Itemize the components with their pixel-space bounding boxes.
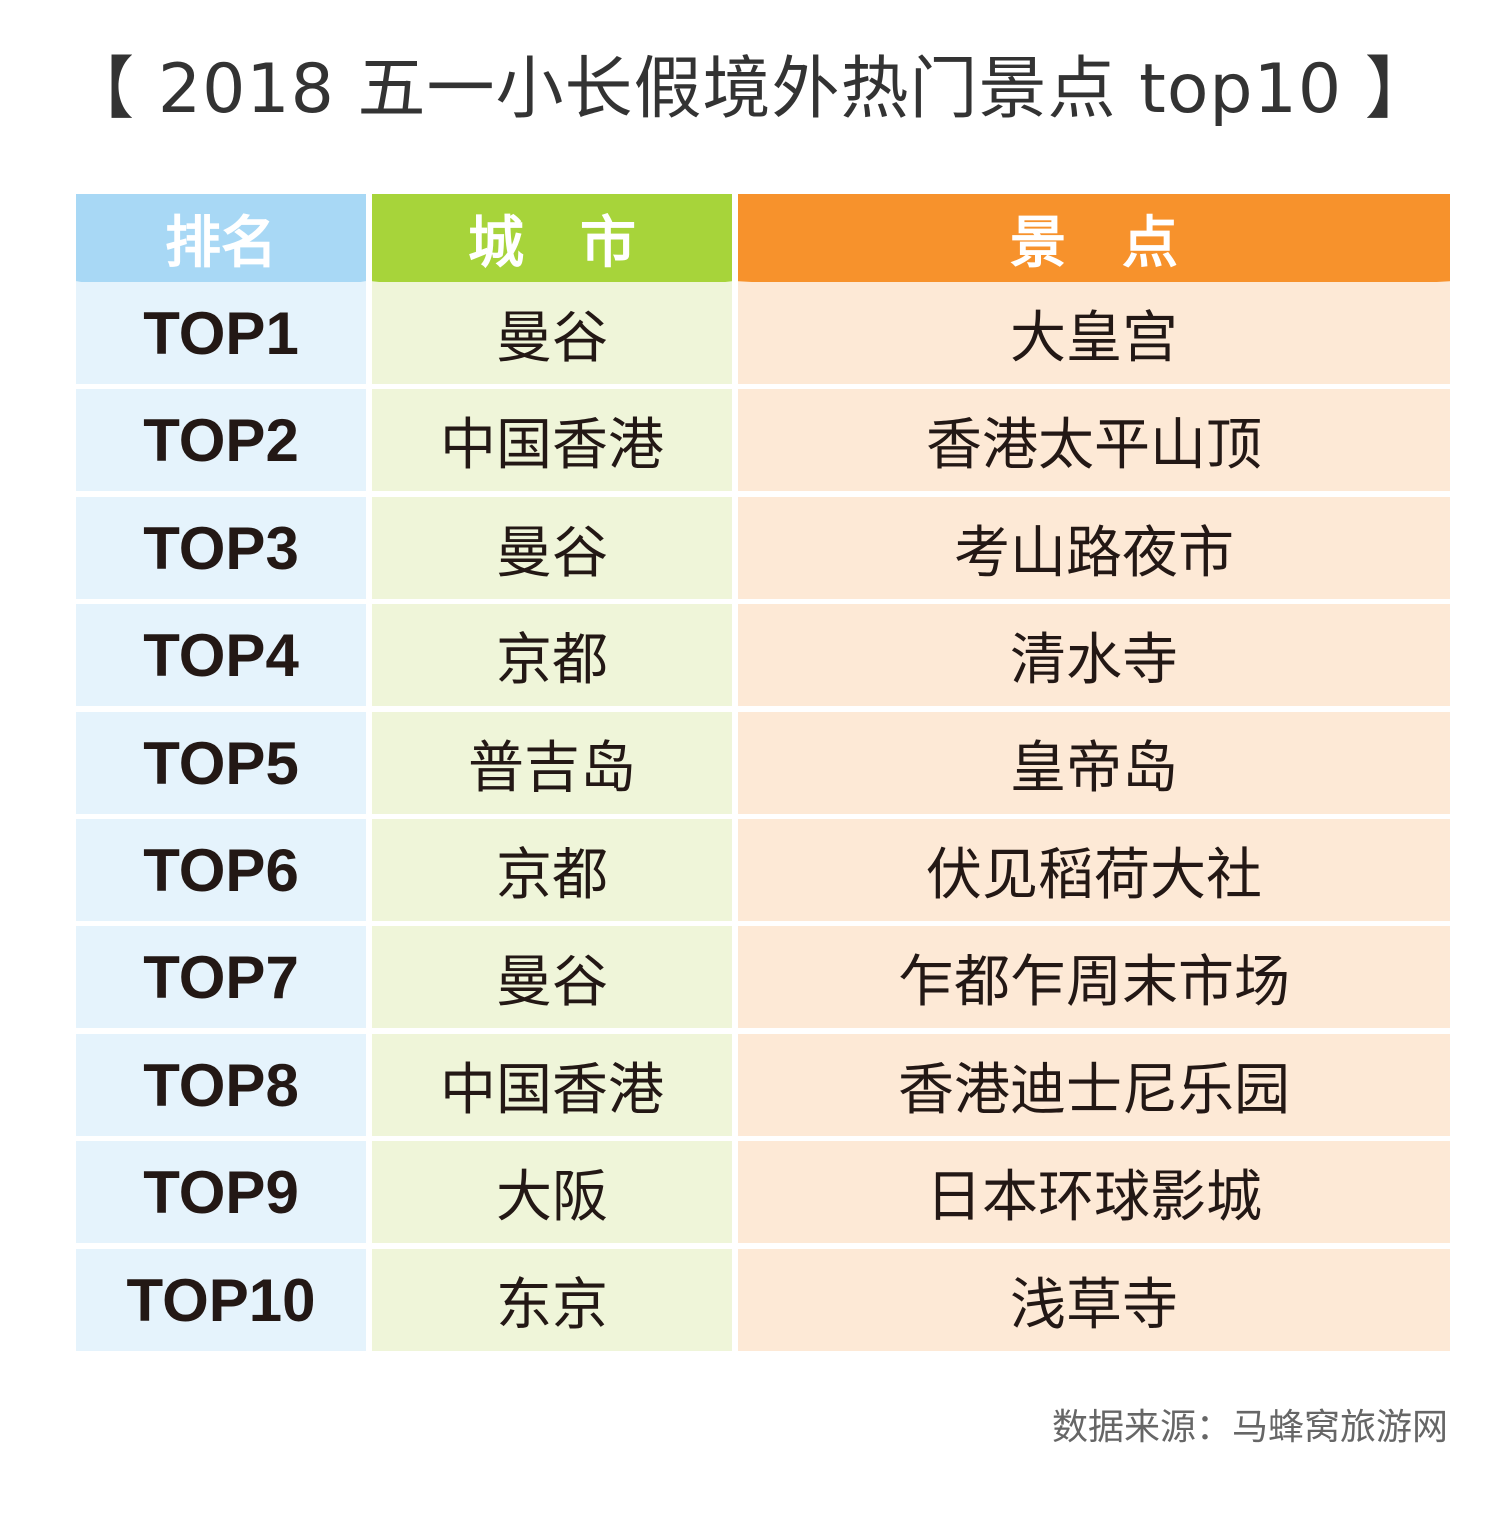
spot-cell: 浅草寺	[738, 1249, 1450, 1351]
city-cell: 京都	[372, 819, 732, 921]
spot-cell: 日本环球影城	[738, 1141, 1450, 1243]
spot-cell: 大皇宫	[738, 282, 1450, 384]
city-header-label: 城 市	[468, 211, 636, 276]
spot-cell: 乍都乍周末市场	[738, 926, 1450, 1028]
city-header: 城 市	[372, 194, 732, 298]
spot-cell: 清水寺	[738, 604, 1450, 706]
rank-cell: TOP6	[76, 819, 366, 921]
city-cell: 中国香港	[372, 1034, 732, 1136]
rank-header: 排名	[76, 194, 366, 298]
spot-cell: 皇帝岛	[738, 712, 1450, 814]
city-cell: 京都	[372, 604, 732, 706]
city-cell: 中国香港	[372, 389, 732, 491]
city-header-shape	[372, 194, 732, 298]
rank-header-shape	[76, 194, 366, 298]
ranking-table: 排名 TOP1 TOP2 TOP3 TOP4 TOP5 TOP6 TOP7 TOP8 TOP9 T…	[76, 194, 1450, 1372]
spot-column: 景 点 大皇宫 香港太平山顶 考山路夜市 清水寺 皇帝岛 伏见稻荷大社 乍都乍周末市场 香港迪…	[738, 194, 1450, 1351]
rank-cell: TOP8	[76, 1034, 366, 1136]
rank-column: 排名 TOP1 TOP2 TOP3 TOP4 TOP5 TOP6 TOP7 TOP8 TOP9 T…	[76, 194, 366, 1351]
spot-cell: 香港太平山顶	[738, 389, 1450, 491]
rank-cell: TOP2	[76, 389, 366, 491]
city-cell: 大阪	[372, 1141, 732, 1243]
city-cell: 曼谷	[372, 282, 732, 384]
spot-cell: 考山路夜市	[738, 497, 1450, 599]
city-column: 城 市 曼谷 中国香港 曼谷 京都 普吉岛 京都 曼谷 中国香港 大阪 东京	[372, 194, 732, 1351]
city-cell: 曼谷	[372, 926, 732, 1028]
rank-cell: TOP10	[76, 1249, 366, 1351]
rank-cell: TOP9	[76, 1141, 366, 1243]
rank-header-label: 排名	[165, 211, 277, 276]
rank-cell: TOP3	[76, 497, 366, 599]
spot-header-shape	[738, 194, 1450, 298]
spot-header-label: 景 点	[1010, 211, 1178, 276]
source-note: 数据来源：马蜂窝旅游网	[1051, 1407, 1448, 1448]
city-cell: 曼谷	[372, 497, 732, 599]
rank-cell: TOP4	[76, 604, 366, 706]
spot-header: 景 点	[738, 194, 1450, 298]
spot-cell: 伏见稻荷大社	[738, 819, 1450, 921]
rank-cell: TOP7	[76, 926, 366, 1028]
rank-cell: TOP1	[76, 282, 366, 384]
city-cell: 普吉岛	[372, 712, 732, 814]
page-title: 【 2018 五一小长假境外热门景点 top10 】	[66, 50, 1434, 129]
city-cell: 东京	[372, 1249, 732, 1351]
rank-cell: TOP5	[76, 712, 366, 814]
spot-cell: 香港迪士尼乐园	[738, 1034, 1450, 1136]
